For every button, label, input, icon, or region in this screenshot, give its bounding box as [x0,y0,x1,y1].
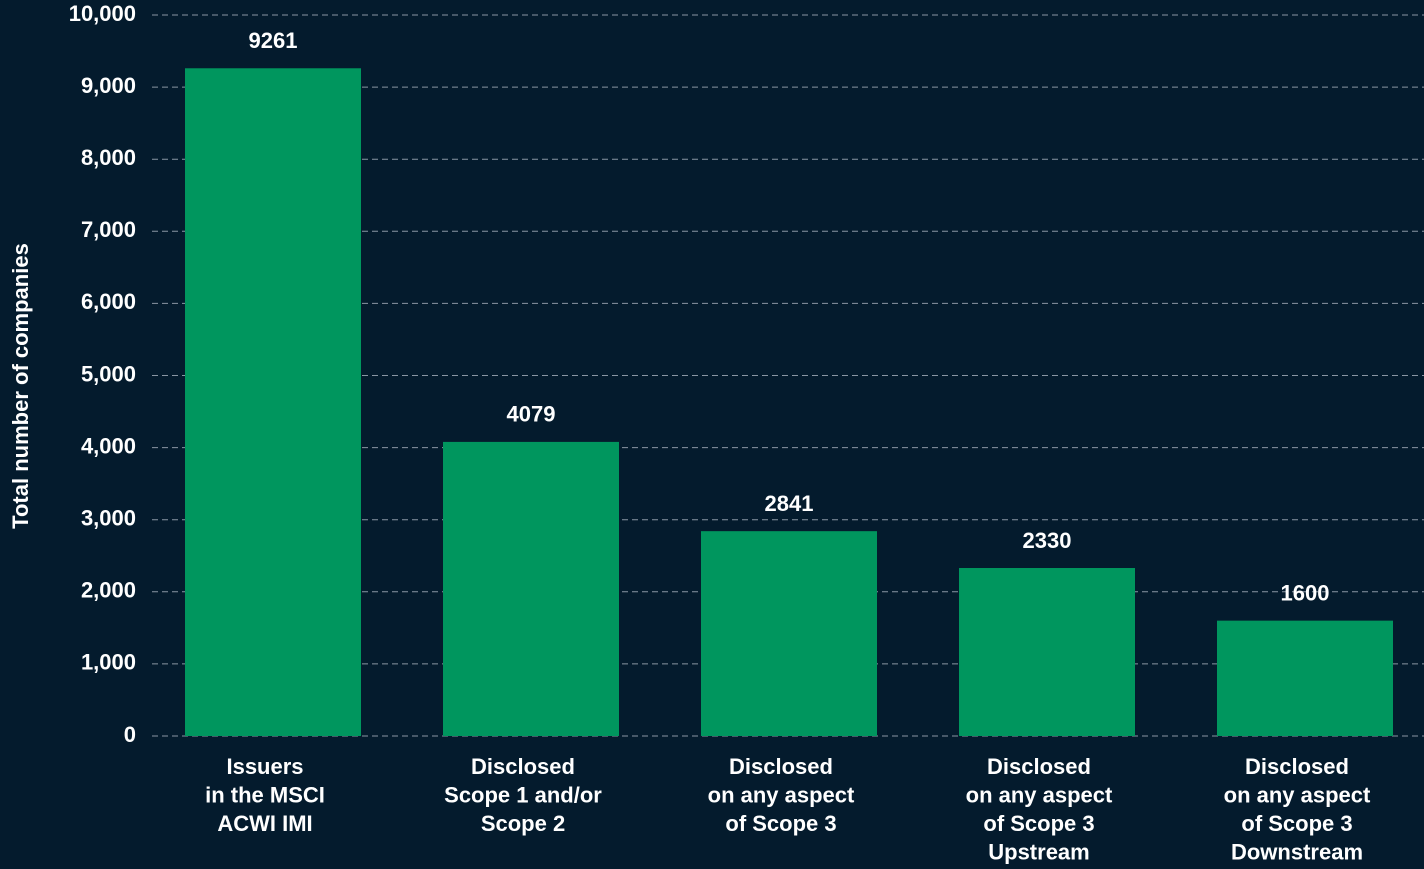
bar [701,531,877,736]
bar [959,568,1135,736]
x-tick-label: Disclosed [1245,754,1349,779]
x-tick-label: Upstream [988,839,1089,864]
x-tick-label: Downstream [1231,839,1363,864]
y-tick-label: 8,000 [81,145,136,170]
y-tick-label: 4,000 [81,433,136,458]
y-tick-label: 9,000 [81,73,136,98]
y-tick-label: 5,000 [81,361,136,386]
y-tick-label: 7,000 [81,217,136,242]
x-tick-label: on any aspect [1224,782,1371,807]
y-tick-label: 6,000 [81,289,136,314]
x-tick-label: of Scope 3 [1241,811,1352,836]
x-tick-label: Scope 1 and/or [444,782,602,807]
data-label: 9261 [249,28,298,53]
x-tick-label: Issuers [226,754,303,779]
bar [185,68,361,736]
data-label: 2841 [765,491,814,516]
x-tick-label: ACWI IMI [217,811,312,836]
x-tick-label: in the MSCI [205,782,325,807]
data-label: 1600 [1281,580,1330,605]
y-tick-label: 1,000 [81,650,136,675]
x-tick-label: on any aspect [966,782,1113,807]
x-tick-label: on any aspect [708,782,855,807]
bar [443,441,619,736]
x-tick-label: Disclosed [987,754,1091,779]
y-tick-label: 10,000 [69,1,136,26]
y-axis-label: Total number of companies [8,243,33,529]
data-label: 4079 [507,402,556,427]
x-tick-label: of Scope 3 [983,811,1094,836]
x-tick-label: Disclosed [471,754,575,779]
y-tick-label: 2,000 [81,578,136,603]
data-label: 2330 [1023,528,1072,553]
bar [1217,620,1393,736]
y-tick-label: 3,000 [81,506,136,531]
y-tick-label: 0 [124,722,136,747]
x-tick-label: Disclosed [729,754,833,779]
x-tick-label: of Scope 3 [725,811,836,836]
x-tick-label: Scope 2 [481,811,565,836]
